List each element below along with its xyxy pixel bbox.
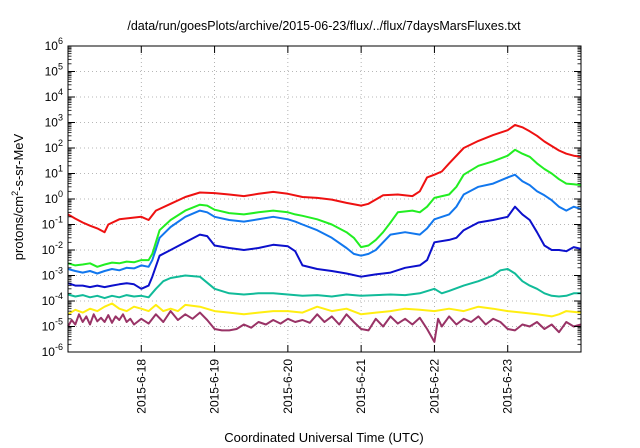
y-tick-base: 10: [42, 294, 56, 308]
series-line-2: [67, 148, 582, 268]
y-tick-exponent: 2: [58, 138, 63, 148]
y-tick-exponent: -3: [55, 266, 63, 276]
y-tick-base: 10: [45, 39, 59, 53]
x-tick-label: 2015-6-20: [281, 359, 295, 414]
y-tick-exponent: 1: [58, 164, 63, 174]
y-axis-label-sup: 2: [10, 191, 20, 196]
axis-ticks: [68, 45, 581, 353]
y-tick-exponent: 6: [58, 36, 63, 46]
y-tick-label: 10-3: [42, 266, 63, 283]
y-tick-label: 10-2: [42, 240, 63, 257]
y-tick-label: 100: [45, 189, 63, 206]
y-tick-exponent: 4: [58, 87, 63, 97]
series-line-3: [67, 173, 582, 275]
y-axis-label-tail: -s-sr-MeV: [11, 133, 26, 190]
y-tick-base: 10: [45, 167, 59, 181]
y-tick-labels: 10-610-510-410-310-210-11001011021031041…: [42, 36, 63, 359]
x-tick-labels: 2015-6-18 2015-6-19 2015-6-20 2015-6-21 2015…: [134, 359, 514, 414]
y-tick-label: 10-5: [42, 317, 63, 334]
y-tick-label: 106: [45, 36, 63, 53]
series-line-7: [67, 310, 582, 343]
y-tick-base: 10: [42, 218, 56, 232]
y-tick-exponent: -2: [55, 240, 63, 250]
y-tick-label: 103: [45, 113, 63, 130]
y-tick-exponent: -1: [55, 215, 63, 225]
y-tick-label: 105: [45, 62, 63, 79]
y-tick-exponent: 3: [58, 113, 63, 123]
y-axis-label-main: protons/cm: [11, 196, 26, 260]
y-tick-label: 104: [45, 87, 63, 104]
y-tick-base: 10: [45, 141, 59, 155]
series-line-6: [67, 302, 582, 318]
y-tick-exponent: -5: [55, 317, 63, 327]
series-layer: [67, 124, 582, 343]
y-tick-base: 10: [45, 192, 59, 206]
y-tick-base: 10: [45, 65, 59, 79]
y-tick-label: 10-6: [42, 342, 63, 359]
x-tick-label: 2015-6-19: [208, 359, 222, 414]
y-tick-base: 10: [42, 345, 56, 359]
y-tick-base: 10: [42, 320, 56, 334]
x-tick-label: 2015-6-22: [427, 359, 441, 414]
y-axis-label: protons/cm2-s-sr-MeV: [10, 133, 26, 260]
y-tick-exponent: -6: [55, 342, 63, 352]
series-line-5: [67, 268, 581, 300]
series-line-1: [67, 124, 582, 234]
y-tick-label: 10-1: [42, 215, 63, 232]
y-tick-label: 10-4: [42, 291, 63, 308]
y-tick-base: 10: [42, 269, 56, 283]
x-axis-label: Coordinated Universal Time (UTC): [224, 430, 423, 445]
y-tick-base: 10: [45, 116, 59, 130]
y-tick-exponent: -4: [55, 291, 63, 301]
y-tick-label: 102: [45, 138, 63, 155]
x-tick-label: 2015-6-21: [354, 359, 368, 414]
y-tick-base: 10: [45, 90, 59, 104]
x-tick-label: 2015-6-18: [134, 359, 148, 414]
y-tick-label: 101: [45, 164, 63, 181]
x-tick-label: 2015-6-23: [501, 359, 515, 414]
y-tick-exponent: 0: [58, 189, 63, 199]
y-tick-base: 10: [42, 243, 56, 257]
y-tick-exponent: 5: [58, 62, 63, 72]
series-line-4: [67, 205, 582, 290]
chart-title: /data/run/goesPlots/archive/2015-06-23/f…: [127, 19, 521, 33]
